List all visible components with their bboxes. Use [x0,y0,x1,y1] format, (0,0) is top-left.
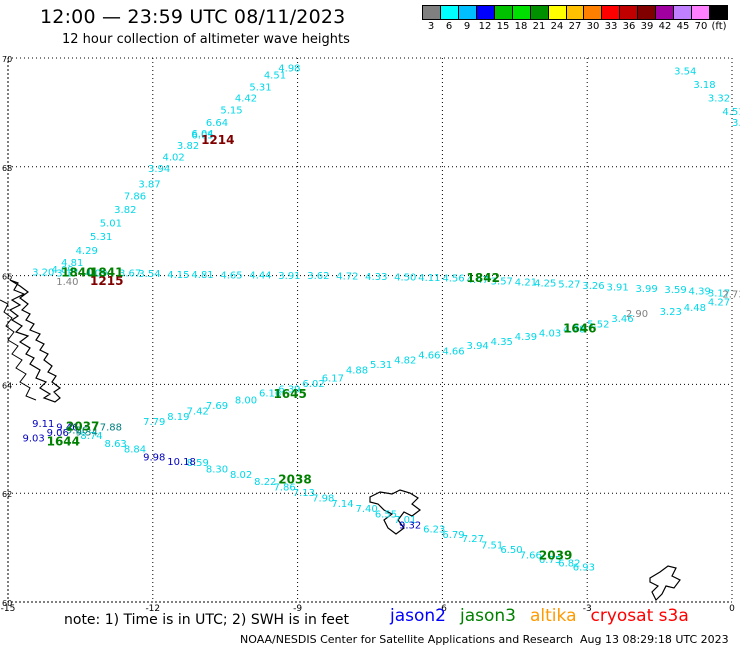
wave-height-value: 3.62 [307,271,329,282]
map-grid: -15 -12 -9 -6 -3 0706866646260 [1,55,735,614]
wave-height-value: 6.64 [206,118,228,129]
wave-height-value: 3.23 [660,307,682,318]
wave-height-value: 4.81 [191,270,213,281]
lat-tick-label: 62 [2,490,12,499]
wave-height-value: 9.03 [22,434,44,445]
track-track-a: 4.984.515.314.425.156.646.046.053.824.02… [51,64,300,276]
pass-time-label: 1644 [47,434,80,448]
wave-height-value: 10.18 [167,457,196,468]
wave-height-value: 4.29 [76,246,98,257]
altimeter-map: -15 -12 -9 -6 -3 0706866646260 4.984.515.314.… [0,0,740,650]
wave-height-value: 7.86 [124,191,146,202]
wave-height-value: 3.26 [582,281,604,292]
map-frame [8,58,732,602]
pass-time-label: 1214 [201,133,234,147]
wave-height-value: 3.20 [32,268,54,279]
wave-height-value: 5.27 [558,280,580,291]
wave-height-value: 4.03 [539,329,561,340]
wave-height-value: 4.72 [336,271,358,282]
wave-height-value: 4.42 [235,94,257,105]
wave-height-value: 8.02 [230,470,252,481]
wave-height-value: 4.02 [162,152,184,163]
wave-height-value: 4.66 [418,350,440,361]
wave-height-value: 8.30 [206,465,228,476]
pass-time-label: 2039 [539,549,572,563]
satellite-legend: jason2 jason3 altika cryosat s3a [390,606,703,626]
wave-height-value: 6.17 [322,374,344,385]
wave-height-value: 4.25 [534,278,556,289]
lat-tick-label: 68 [2,164,12,173]
wave-height-value: 7.88 [100,423,122,434]
wave-height-value: 3.18 [693,80,715,91]
wave-height-value: 3.6 [732,118,740,129]
wave-height-value: 4.65 [220,270,242,281]
wave-height-value: 3.91 [607,282,629,293]
lat-tick-label: 64 [2,381,12,390]
altimeter-tracks: 4.984.515.314.425.156.646.046.053.824.02… [22,64,740,574]
pass-time-label: 1841 [90,266,123,280]
lon-tick-label: 0 [729,604,735,614]
wave-height-value: 4.51 [722,107,740,118]
wave-height-value: 3.59 [664,285,686,296]
wave-height-value: 5.31 [370,360,392,371]
pass-time-label: 1645 [273,387,306,401]
wave-height-value: 3.99 [635,284,657,295]
wave-height-value: 9.32 [399,521,421,532]
wave-height-value: 4.33 [365,272,387,283]
wave-height-value: 4.48 [684,303,706,314]
wave-height-value: 3.87 [138,179,160,190]
greenland-coast [10,280,60,402]
wave-height-value: 4.11 [418,273,440,284]
wave-height-value: 3.94 [148,164,170,175]
wave-height-value: 4.44 [249,270,271,281]
wave-height-value: 5.31 [249,83,271,94]
wave-height-value: 4.66 [442,346,464,357]
wave-height-value: 8.00 [235,395,257,406]
track-track-e: 3.54 3.18 3.32 4.513.6 [674,66,740,129]
wave-height-value: 4.15 [167,270,189,281]
wave-height-value: 4.82 [394,356,416,367]
wave-height-value: 5.01 [100,219,122,230]
footer-note: note: 1) Time is in UTC; 2) SWH is in fe… [64,612,349,628]
footer-timestamp: Aug 13 08:29:18 UTC 2023 [580,633,729,646]
wave-height-value: 4.88 [346,366,368,377]
wave-height-value: 7.69 [206,401,228,412]
wave-height-value: 7.79 [143,417,165,428]
lat-tick-label: 70 [2,55,12,64]
wave-height-value: 3.54 [138,269,160,280]
wave-height-value: 7.14 [331,499,353,510]
legend-jason3: jason3 [460,606,516,626]
wave-height-value: 4.39 [515,332,537,343]
legend-altika: altika [530,606,577,626]
wave-height-value: 9.98 [143,453,165,464]
wave-height-value: 4.51 [264,71,286,82]
pass-time-label: 2038 [278,472,311,486]
shetland-islands [650,566,680,600]
wave-height-value: 5.31 [90,232,112,243]
wave-height-value: 2.90 [626,309,648,320]
pass-time-label: 1646 [563,322,596,336]
wave-height-value: 3.82 [177,141,199,152]
footer-credit: NOAA/NESDIS Center for Satellite Applica… [240,633,573,646]
legend-jason2: jason2 [390,606,446,626]
wave-height-value: 3.54 [674,66,696,77]
legend-cryosat-s3a: cryosat s3a [591,606,689,626]
track-track-b: 3.20 3.17 4.09 3.673.54 4.15 4.81 4.65 4.44 3.91… [32,268,730,300]
wave-height-value: 3.82 [114,205,136,216]
wave-height-value: 3.32 [708,94,730,105]
wave-height-value: 2.73 [722,289,740,300]
wave-height-value: 5.15 [220,105,242,116]
pass-time-label: 1842 [467,271,500,285]
lat-tick-label: 60 [2,599,12,608]
wave-height-value: 6.93 [573,562,595,573]
wave-height-value: 4.35 [491,337,513,348]
wave-height-value: 3.91 [278,271,300,282]
wave-height-value: 4.50 [394,272,416,283]
pass-time-label: 2037 [66,420,99,434]
wave-height-value: 3.94 [467,341,489,352]
wave-height-value: 4.56 [442,274,464,285]
